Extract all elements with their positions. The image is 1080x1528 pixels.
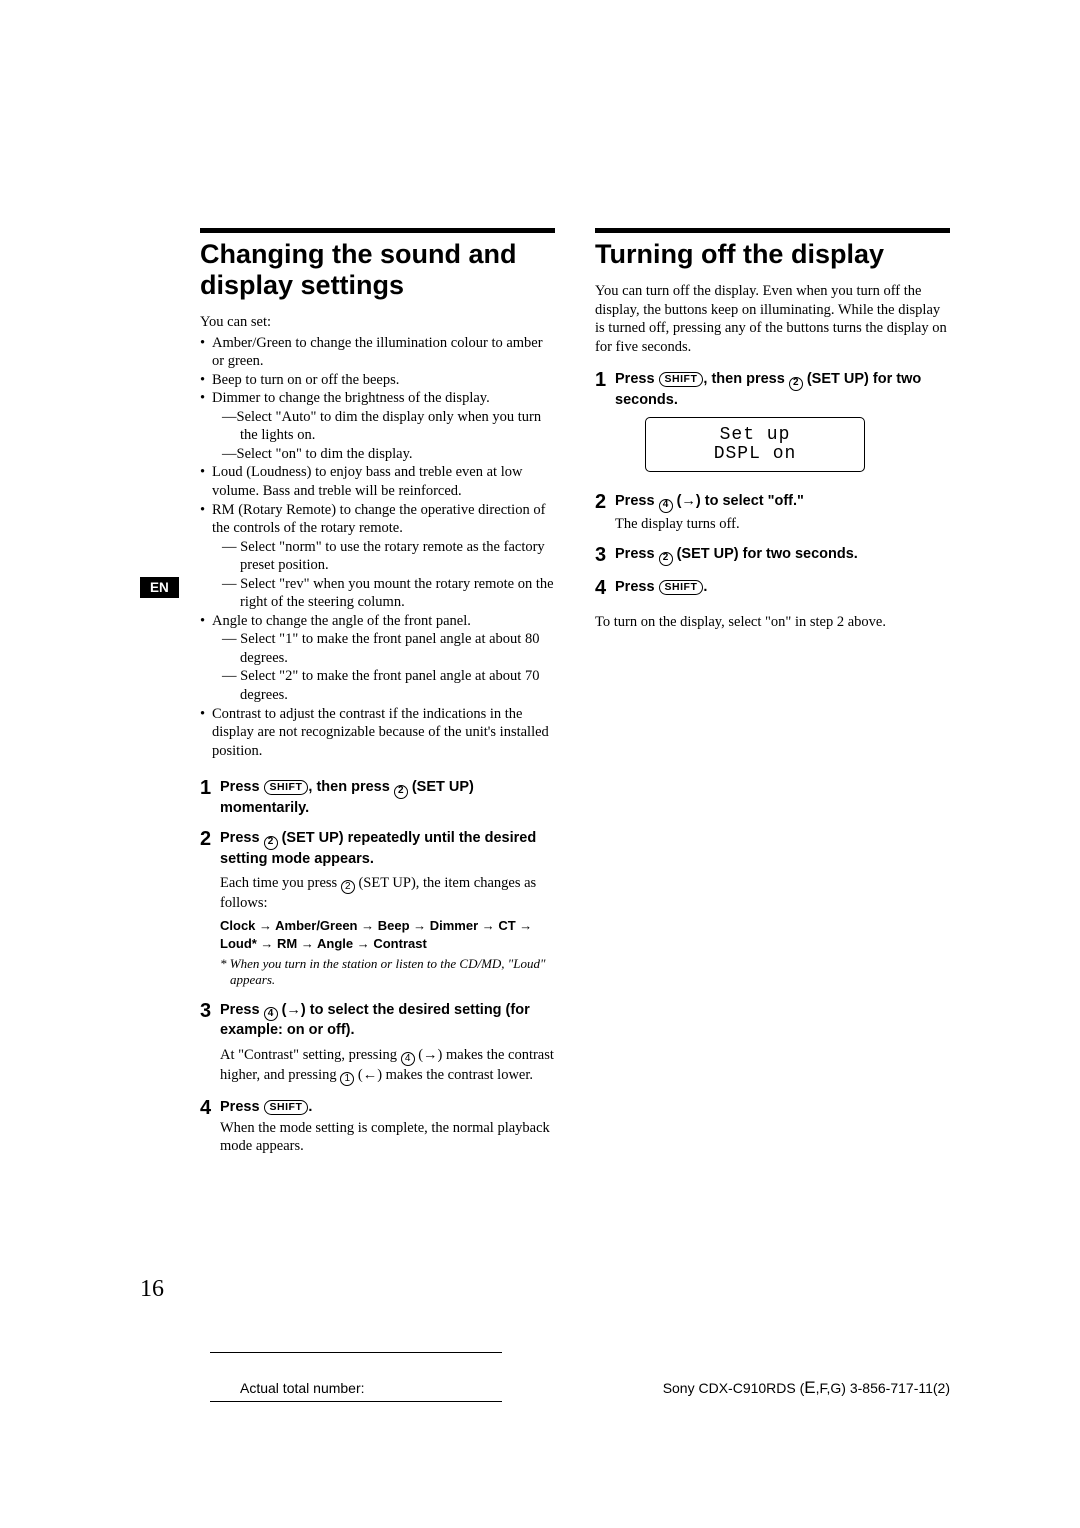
- section-rule: [595, 228, 950, 233]
- number-button-icon: 4: [264, 1007, 278, 1021]
- footer-model-prefix: Sony CDX-C910RDS (: [663, 1380, 805, 1396]
- step-instruction: Press SHIFT, then press 2 (SET UP) momen…: [220, 778, 555, 817]
- content-columns: Changing the sound and display settings …: [200, 228, 950, 1168]
- step-body: Press 2 (SET UP) repeatedly until the de…: [220, 829, 555, 988]
- step-number: 1: [595, 370, 615, 391]
- step: 4Press SHIFT. When the mode setting is co…: [200, 1098, 555, 1156]
- step-instruction: Press SHIFT.: [615, 578, 707, 597]
- bullet-item: Loud (Loudness) to enjoy bass and treble…: [200, 463, 555, 500]
- lcd-line: Set up: [720, 426, 791, 445]
- step-number: 2: [595, 492, 615, 513]
- step-body: Press 4 (→) to select "off." The display …: [615, 492, 804, 533]
- bullet-sub: — Select "2" to make the front panel ang…: [212, 667, 555, 704]
- bullet-item: RM (Rotary Remote) to change the operati…: [200, 501, 555, 612]
- left-intro: You can set:: [200, 313, 555, 332]
- step: 3Press 2 (SET UP) for two seconds.: [595, 545, 950, 566]
- step-number: 1: [200, 778, 220, 799]
- step-number: 4: [200, 1098, 220, 1119]
- step: 2Press 2 (SET UP) repeatedly until the d…: [200, 829, 555, 988]
- right-column: Turning off the display You can turn off…: [595, 228, 950, 1168]
- page-number: 16: [140, 1276, 164, 1303]
- step-instruction: Press 4 (→) to select the desired settin…: [220, 1001, 555, 1040]
- bullet-sub: — Select "norm" to use the rotary remote…: [212, 538, 555, 575]
- footer-model: Sony CDX-C910RDS (E,F,G) 3-856-717-11(2): [663, 1378, 950, 1398]
- bullet-item: Contrast to adjust the contrast if the i…: [200, 705, 555, 761]
- left-title: Changing the sound and display settings: [200, 239, 555, 301]
- step-instruction: Press SHIFT, then press 2 (SET UP) for t…: [615, 370, 950, 409]
- number-button-icon: 4: [401, 1052, 415, 1066]
- shift-key-icon: SHIFT: [659, 372, 704, 387]
- left-column: Changing the sound and display settings …: [200, 228, 555, 1168]
- step-number: 3: [200, 1001, 220, 1022]
- step-body: Press 2 (SET UP) for two seconds.: [615, 545, 858, 565]
- step-body: Press SHIFT, then press 2 (SET UP) for t…: [615, 370, 950, 480]
- number-button-icon: 2: [789, 377, 803, 391]
- bullet-item: Amber/Green to change the illumination c…: [200, 334, 555, 371]
- step-detail: When the mode setting is complete, the n…: [220, 1119, 555, 1156]
- step-instruction: Press 4 (→) to select "off.": [615, 492, 804, 512]
- bullet-sub: —Select "Auto" to dim the display only w…: [212, 408, 555, 445]
- step-number: 2: [200, 829, 220, 850]
- bullet-sub: — Select "rev" when you mount the rotary…: [212, 575, 555, 612]
- footer-rule-bottom: [210, 1401, 502, 1402]
- number-button-icon: 1: [340, 1072, 354, 1086]
- lcd-display: Set upDSPL on: [645, 417, 865, 472]
- bullet-item: Dimmer to change the brightness of the d…: [200, 389, 555, 463]
- number-button-icon: 2: [264, 836, 278, 850]
- bullet-item: Angle to change the angle of the front p…: [200, 612, 555, 705]
- left-bullet-list: Amber/Green to change the illumination c…: [200, 334, 555, 761]
- step-detail: The display turns off.: [615, 515, 804, 534]
- step-detail: At "Contrast" setting, pressing 4 (→) ma…: [220, 1046, 555, 1087]
- step-body: Press SHIFT. When the mode setting is com…: [220, 1098, 555, 1156]
- step-number: 3: [595, 545, 615, 566]
- step-body: Press SHIFT, then press 2 (SET UP) momen…: [220, 778, 555, 817]
- number-button-icon: 4: [659, 499, 673, 513]
- number-button-icon: 2: [341, 880, 355, 894]
- step-body: Press 4 (→) to select the desired settin…: [220, 1001, 555, 1087]
- step: 3Press 4 (→) to select the desired setti…: [200, 1001, 555, 1087]
- bullet-item: Beep to turn on or off the beeps.: [200, 371, 555, 390]
- mode-sequence: Clock → Amber/Green → Beep → Dimmer → CT…: [220, 917, 555, 952]
- step-detail: Each time you press 2 (SET UP), the item…: [220, 874, 555, 913]
- right-steps: 1Press SHIFT, then press 2 (SET UP) for …: [595, 370, 950, 599]
- step: 2Press 4 (→) to select "off." The display…: [595, 492, 950, 533]
- footnote: * When you turn in the station or listen…: [220, 956, 555, 989]
- footer-model-suffix: ,F,G) 3-856-717-11(2): [816, 1380, 950, 1396]
- language-tab: EN: [140, 577, 179, 598]
- right-note: To turn on the display, select "on" in s…: [595, 613, 950, 632]
- number-button-icon: 2: [394, 785, 408, 799]
- footer-model-big: E: [804, 1378, 815, 1397]
- manual-page: EN Changing the sound and display settin…: [0, 0, 1080, 1528]
- step: 1Press SHIFT, then press 2 (SET UP) for …: [595, 370, 950, 480]
- step-instruction: Press SHIFT.: [220, 1098, 555, 1117]
- section-rule: [200, 228, 555, 233]
- lcd-line: DSPL on: [714, 445, 797, 464]
- bullet-sub: — Select "1" to make the front panel ang…: [212, 630, 555, 667]
- number-button-icon: 2: [659, 552, 673, 566]
- shift-key-icon: SHIFT: [264, 780, 309, 795]
- footer-rule-top: [210, 1352, 502, 1353]
- right-intro: You can turn off the display. Even when …: [595, 282, 950, 356]
- step: 1Press SHIFT, then press 2 (SET UP) mome…: [200, 778, 555, 817]
- left-steps: 1Press SHIFT, then press 2 (SET UP) mome…: [200, 778, 555, 1156]
- step: 4Press SHIFT.: [595, 578, 950, 599]
- right-title: Turning off the display: [595, 239, 950, 270]
- step-number: 4: [595, 578, 615, 599]
- step-instruction: Press 2 (SET UP) repeatedly until the de…: [220, 829, 555, 868]
- bullet-sub: —Select "on" to dim the display.: [212, 445, 555, 464]
- footer-actual-total: Actual total number:: [240, 1380, 365, 1396]
- step-body: Press SHIFT.: [615, 578, 707, 597]
- step-instruction: Press 2 (SET UP) for two seconds.: [615, 545, 858, 565]
- shift-key-icon: SHIFT: [659, 580, 704, 595]
- footer: Actual total number: Sony CDX-C910RDS (E…: [210, 1378, 950, 1398]
- shift-key-icon: SHIFT: [264, 1100, 309, 1115]
